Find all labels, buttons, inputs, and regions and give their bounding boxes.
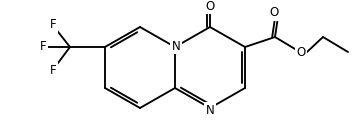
Text: O: O: [205, 0, 215, 13]
Text: O: O: [269, 6, 279, 19]
Text: O: O: [296, 46, 306, 59]
Text: N: N: [205, 104, 214, 116]
Text: F: F: [40, 40, 46, 54]
Text: N: N: [171, 39, 180, 52]
Text: F: F: [50, 63, 56, 76]
Text: F: F: [50, 18, 56, 31]
